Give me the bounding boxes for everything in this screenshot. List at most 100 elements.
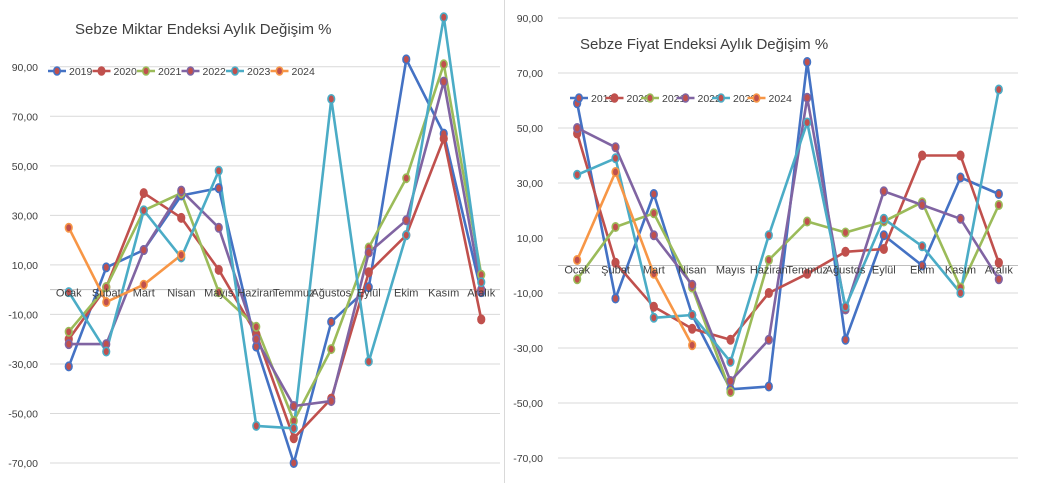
x-tick-label: Nisan [678, 265, 706, 277]
data-point-2022 [364, 247, 373, 258]
data-point-2020 [841, 246, 850, 257]
data-point-2022 [649, 230, 658, 241]
data-point-2021 [439, 59, 448, 70]
legend-swatch-marker [610, 93, 619, 103]
data-point-2019 [879, 230, 888, 241]
data-point-2023 [918, 241, 927, 252]
data-point-2019 [402, 54, 411, 65]
x-tick-label: Haziran [750, 265, 788, 277]
legend-label: 2019 [69, 66, 93, 78]
data-point-2024 [64, 222, 73, 233]
series-line-2022 [67, 80, 483, 408]
x-tick-label: Kasım [428, 288, 459, 300]
x-tick-label: Haziran [237, 288, 275, 300]
data-point-2019 [102, 262, 111, 273]
x-tick-label: Mayıs [716, 265, 746, 277]
chart-title: Sebze Fiyat Endeksi Aylık Değişim % [580, 36, 828, 53]
data-point-2020 [764, 287, 773, 298]
data-point-2021 [327, 344, 336, 355]
legend-label: 2022 [203, 66, 227, 78]
y-tick-label: -70,00 [8, 458, 38, 470]
data-point-2020 [177, 212, 186, 223]
x-tick-label: Ocak [56, 288, 82, 300]
y-tick-label: -10,00 [513, 288, 543, 300]
x-tick-label: Aralık [985, 265, 1014, 277]
y-tick-label: 50,00 [12, 161, 38, 173]
x-tick-label: Mart [643, 265, 665, 277]
data-point-2020 [214, 264, 223, 275]
legend-swatch-marker [97, 66, 106, 76]
data-point-2020 [994, 257, 1003, 268]
y-tick-label: 50,00 [517, 123, 543, 135]
y-tick-label: 10,00 [517, 233, 543, 245]
data-point-2021 [64, 326, 73, 337]
chart-panel-miktar: -70,00 -50,00 -30,00 -10,00 10,00 30,00 50,00 7… [0, 0, 505, 483]
x-tick-label: Nisan [167, 288, 195, 300]
data-point-2019 [289, 457, 298, 468]
data-point-2023 [611, 153, 620, 164]
data-point-2021 [102, 282, 111, 293]
legend-swatch-marker [186, 66, 195, 76]
data-point-2022 [402, 215, 411, 226]
series-line-2021 [575, 200, 1001, 394]
data-point-2023 [102, 346, 111, 357]
data-point-2023 [477, 277, 486, 288]
data-point-2021 [841, 227, 850, 238]
chart-fiyat: -70,00 -50,00 -30,00 -10,00 10,00 30,00 50,00 7… [513, 13, 1018, 465]
y-tick-label: 10,00 [12, 260, 38, 272]
legend-label: 2020 [627, 93, 651, 105]
data-point-2024 [688, 340, 697, 351]
data-point-2019 [649, 189, 658, 200]
data-point-2022 [956, 213, 965, 224]
legend-swatch-marker [142, 66, 151, 76]
data-point-2022 [918, 200, 927, 211]
data-point-2019 [918, 260, 927, 271]
series-line-2020 [67, 137, 483, 440]
series-line-2019 [67, 58, 483, 465]
legend-label: 2019 [591, 93, 615, 105]
y-tick-label: 90,00 [12, 62, 38, 74]
x-tick-label: Ekim [910, 265, 934, 277]
data-point-2023 [439, 12, 448, 23]
data-point-2019 [611, 293, 620, 304]
legend-swatch-marker [52, 66, 61, 76]
x-tick-label: Ağustos [311, 288, 351, 300]
legend-label: 2023 [733, 93, 757, 105]
data-point-2023 [289, 423, 298, 434]
data-point-2021 [611, 222, 620, 233]
data-point-2021 [726, 386, 735, 397]
data-point-2020 [803, 268, 812, 279]
chart-title: Sebze Miktar Endeksi Aylık Değişim % [75, 21, 332, 38]
data-point-2023 [573, 169, 582, 180]
x-tick-label: Ekim [394, 288, 418, 300]
y-tick-label: 30,00 [517, 178, 543, 190]
data-point-2020 [439, 133, 448, 144]
series-line-2020 [575, 132, 1001, 342]
data-point-2022 [803, 92, 812, 103]
data-point-2023 [688, 309, 697, 320]
data-point-2024 [649, 268, 658, 279]
chart-miktar: -70,00 -50,00 -30,00 -10,00 10,00 30,00 50,00 7… [8, 12, 500, 470]
data-point-2022 [327, 396, 336, 407]
data-point-2020 [956, 150, 965, 161]
data-point-2021 [994, 200, 1003, 211]
data-point-2020 [611, 257, 620, 268]
data-point-2019 [956, 172, 965, 183]
data-point-2023 [726, 356, 735, 367]
y-tick-label: -30,00 [8, 359, 38, 371]
data-point-2023 [649, 312, 658, 323]
y-tick-label: -30,00 [513, 343, 543, 355]
data-point-2024 [139, 279, 148, 290]
legend-swatch-marker [231, 66, 240, 76]
data-point-2021 [573, 274, 582, 285]
data-point-2019 [994, 189, 1003, 200]
data-point-2021 [252, 321, 261, 332]
data-point-2021 [764, 255, 773, 266]
data-point-2019 [803, 56, 812, 67]
y-tick-label: -70,00 [513, 453, 543, 465]
data-point-2022 [177, 185, 186, 196]
legend-label: 2023 [247, 66, 271, 78]
series-line-2023 [575, 88, 1001, 364]
x-tick-label: Mart [133, 288, 155, 300]
data-point-2022 [252, 334, 261, 345]
